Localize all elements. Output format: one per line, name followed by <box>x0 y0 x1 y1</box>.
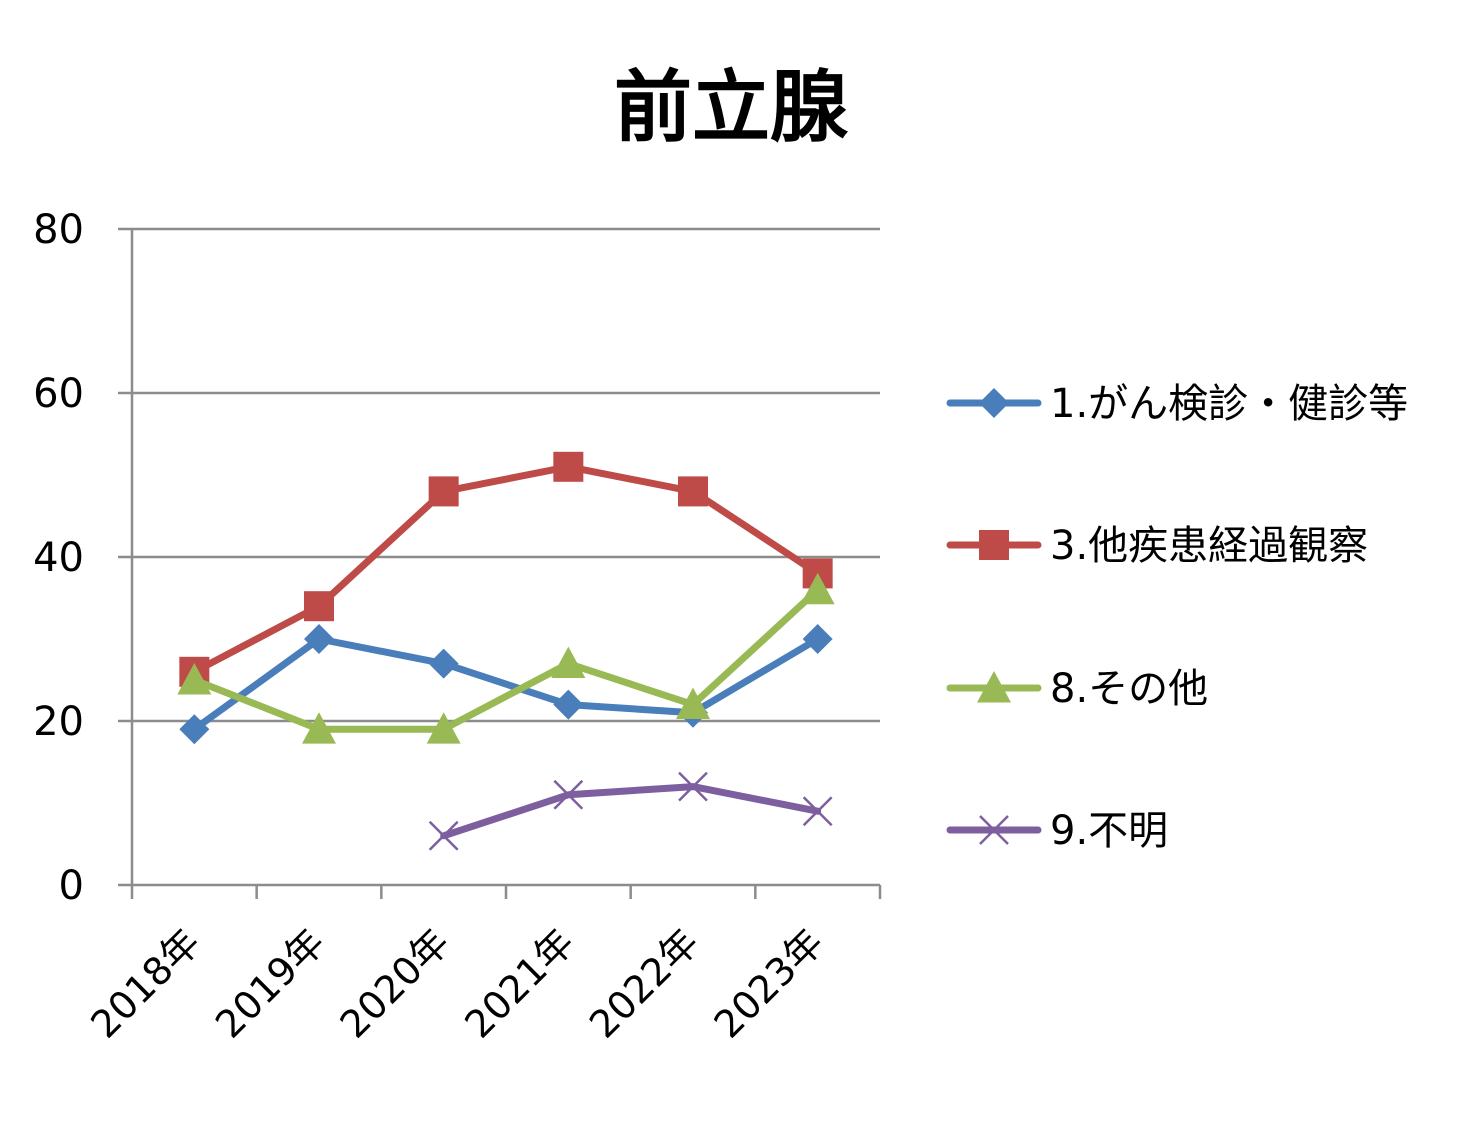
x-marker-stroke <box>428 820 459 851</box>
data-point <box>553 779 584 810</box>
data-point <box>676 687 710 720</box>
data-point <box>428 476 459 507</box>
legend-item-3: 8.その他 <box>946 666 1208 712</box>
data-point <box>304 591 334 622</box>
series-line <box>440 783 822 840</box>
legend-item-4: 9.不明 <box>946 808 1168 854</box>
legend-item-2: 3.他疾患経過観察 <box>946 523 1368 569</box>
legend-marker <box>979 815 1009 845</box>
data-point <box>302 712 336 744</box>
x-tick-label: 2018年 <box>82 920 208 1046</box>
data-point <box>802 796 833 827</box>
y-tick-label: 0 <box>59 863 84 909</box>
x-marker-stroke <box>802 796 833 827</box>
legend-label: 3.他疾患経過観察 <box>1050 523 1368 569</box>
series-2 <box>179 451 833 687</box>
y-tick-label: 60 <box>33 371 84 417</box>
legend-marker <box>979 388 1009 418</box>
y-tick-label: 20 <box>33 699 84 745</box>
data-point <box>551 646 586 679</box>
series-line <box>190 463 822 676</box>
x-tick-label: 2022年 <box>581 920 707 1046</box>
series-4 <box>428 771 833 851</box>
series-line <box>190 635 822 733</box>
data-point <box>678 771 708 802</box>
legend: 1.がん検診・健診等 3.他疾患経過観察 8.その他 9.不明 <box>946 381 1408 854</box>
legend-label: 9.不明 <box>1050 808 1168 854</box>
data-point <box>304 624 334 654</box>
x-tick-label: 2020年 <box>332 920 458 1046</box>
gridlines <box>132 227 880 723</box>
legend-marker <box>977 671 1011 703</box>
data-point <box>428 648 459 679</box>
legend-marker <box>979 530 1009 560</box>
series-group <box>177 451 835 851</box>
data-point <box>800 572 835 605</box>
data-point <box>177 663 212 695</box>
legend-label: 8.その他 <box>1050 666 1208 712</box>
legend-label: 1.がん検診・健診等 <box>1050 381 1408 427</box>
data-point <box>678 476 708 507</box>
x-tick-label: 2019年 <box>207 920 333 1046</box>
data-point <box>553 451 584 482</box>
x-marker-stroke <box>979 815 1009 845</box>
data-point <box>426 712 461 744</box>
y-tick-label: 80 <box>33 207 84 253</box>
x-tick-label: 2023年 <box>706 920 832 1046</box>
y-tick-label: 40 <box>33 535 84 581</box>
legend-item-1: 1.がん検診・健診等 <box>946 381 1408 427</box>
x-marker-stroke <box>553 779 584 810</box>
series-line <box>190 586 822 733</box>
x-tick-label: 2021年 <box>456 920 582 1046</box>
data-point <box>802 624 833 654</box>
data-point <box>428 820 459 851</box>
x-marker-stroke <box>678 771 708 802</box>
series-3 <box>177 572 835 744</box>
chart-title: 前立腺 <box>614 63 849 153</box>
series-1 <box>179 624 833 745</box>
data-point <box>179 714 210 745</box>
data-point <box>553 689 584 720</box>
